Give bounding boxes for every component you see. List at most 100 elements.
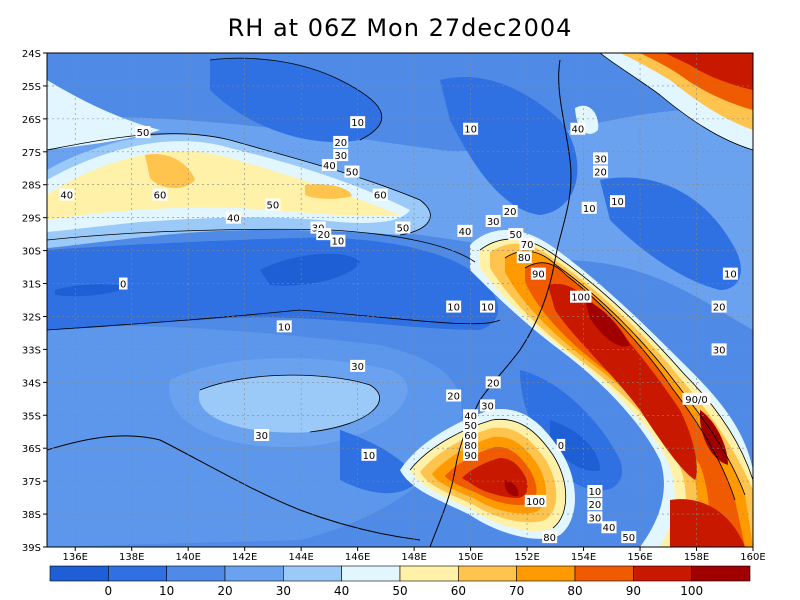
contour-label-bg: [152, 188, 168, 201]
contour-label: 40: [572, 125, 585, 136]
contour-label: 50: [396, 224, 409, 235]
lat-label: 25S: [22, 82, 41, 93]
contour-label-bg: [254, 429, 270, 442]
contour-label-bg: [569, 290, 592, 303]
contour-label-bg: [333, 135, 349, 148]
rh-field: [47, 53, 753, 547]
contour-label-bg: [556, 438, 566, 451]
colorbar-swatch: [516, 565, 576, 582]
contour-label-bg: [711, 343, 727, 356]
lat-label: 24S: [22, 49, 41, 60]
contour-line-diag-middle: [504, 250, 746, 496]
contour-label: 40: [603, 523, 616, 534]
contour-label-bg: [330, 234, 346, 247]
contour-label-bg: [524, 494, 547, 507]
contour-label: 90: [532, 270, 545, 281]
lon-label: 142E: [232, 552, 257, 563]
contour-label: 20: [447, 392, 460, 403]
contour-label-bg: [457, 224, 473, 237]
contour-label: 10: [724, 270, 737, 281]
lat-label: 34S: [22, 378, 41, 389]
contour-label: 60: [154, 191, 167, 202]
contour-label-bg: [609, 195, 625, 208]
contour-line-south-blue: [199, 374, 381, 433]
rh-core-below-0-west: [55, 284, 130, 297]
contour-label: 20: [317, 230, 330, 241]
contour-label: 10: [481, 303, 494, 314]
contour-label: 30: [594, 154, 607, 165]
contour-label: 50: [137, 128, 150, 139]
contour-label-bg: [601, 521, 617, 534]
contour-label: 30: [713, 345, 726, 356]
contour-label: 50: [622, 533, 635, 544]
rh-band-0-10-east: [600, 177, 741, 290]
latitude-axis-labels: 24S 25S 26S 27S 28S 29S 30S 31S 32S 33S 34S 35S 36S 3…: [22, 49, 47, 554]
contour-label: 100: [571, 293, 590, 304]
colorbar-swatch: [633, 565, 692, 582]
contour-label: 30: [588, 513, 601, 524]
rh-diag-core-above-100-south: [700, 410, 728, 465]
contour-label-bg: [593, 152, 609, 165]
contour-label-bg: [59, 188, 75, 201]
rh-patch-60-70-central: [305, 184, 352, 199]
contour-label: 10: [611, 197, 624, 208]
colorbar-swatch: [691, 565, 751, 582]
rh-diag-core-above-100-north: [585, 300, 630, 347]
lon-label: 160E: [740, 552, 765, 563]
contour-label: 40: [459, 227, 472, 238]
lat-label: 35S: [22, 411, 41, 422]
lon-label: 152E: [514, 552, 539, 563]
lat-label: 36S: [22, 444, 41, 455]
lat-label: 27S: [22, 148, 41, 159]
contour-label: 20: [713, 303, 726, 314]
contour-label: 20: [588, 500, 601, 511]
contour-line-south-blob: [409, 418, 567, 529]
lat-label: 31S: [22, 280, 41, 291]
rh-core-below-0-southeast: [550, 420, 600, 471]
rh-core-below-0-central: [260, 253, 360, 286]
contour-label-bg: [135, 126, 151, 139]
colorbar-swatch: [283, 565, 342, 582]
contour-label-bg: [463, 448, 479, 461]
colorbar-swatch: [458, 565, 517, 582]
contour-line-central: [47, 309, 501, 331]
contour-label: 90/0: [685, 395, 707, 406]
lat-label: 30S: [22, 247, 41, 258]
rh-moist-band-40-50-northwest: [47, 80, 160, 150]
contour-label-bg: [621, 531, 637, 544]
contour-label: 30: [487, 217, 500, 228]
colorbar-tick-label: 80: [567, 584, 582, 598]
colorbar-tick-label: 70: [509, 584, 524, 598]
contour-lines: [47, 53, 753, 529]
contour-label: 10: [588, 487, 601, 498]
rh-band-30-40: [198, 375, 380, 433]
contour-label: 0: [558, 441, 564, 452]
colorbar-tick-label: 30: [276, 584, 291, 598]
contour-label-bg: [530, 267, 546, 280]
contour-label: 30: [334, 151, 347, 162]
lon-label: 138E: [119, 552, 144, 563]
contour-label: 50: [346, 168, 359, 179]
contour-label: 30: [481, 401, 494, 412]
colorbar-tick-label: 20: [217, 584, 232, 598]
contour-line-diag-inner: [524, 262, 736, 501]
contour-label-bg: [711, 300, 727, 313]
rh-patch-60-70-west: [145, 154, 195, 189]
colorbar-swatch: [166, 565, 226, 582]
contour-label-bg: [463, 122, 479, 135]
contour-label-bg: [722, 267, 738, 280]
contour-label-bg: [395, 221, 411, 234]
contour-label: 80: [464, 441, 477, 452]
contour-label-bg: [480, 399, 496, 412]
contour-label-bg: [502, 205, 518, 218]
contour-label: 20: [504, 207, 517, 218]
contour-label-bg: [581, 201, 597, 214]
contour-label-bg: [480, 300, 496, 313]
colorbar-swatch: [574, 565, 634, 582]
contour-label-bg: [463, 419, 479, 432]
contour-label-bg: [446, 300, 462, 313]
contour-label: 50: [267, 200, 280, 211]
lon-label: 148E: [401, 552, 426, 563]
contour-label: 70: [521, 240, 534, 251]
contour-label-bg: [361, 448, 377, 461]
